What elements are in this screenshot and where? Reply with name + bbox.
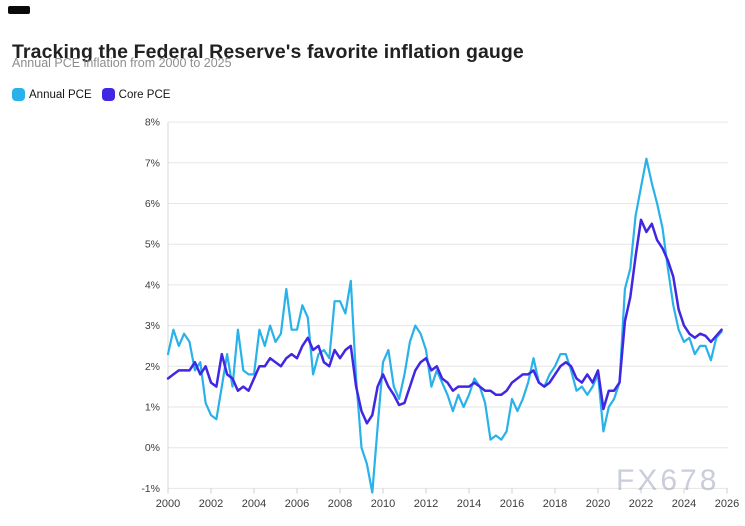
legend-item-annual-pce: Annual PCE xyxy=(12,88,92,101)
x-axis-tick-label: 2012 xyxy=(414,498,438,510)
core-pce-swatch-icon xyxy=(101,88,115,101)
legend-label-core-pce: Core PCE xyxy=(118,88,171,101)
window-dash xyxy=(8,6,30,14)
y-axis-tick-label: 5% xyxy=(145,239,160,251)
x-axis-tick-label: 2008 xyxy=(328,498,352,510)
y-axis-tick-label: 3% xyxy=(145,320,160,332)
x-axis-tick-label: 2010 xyxy=(371,498,395,510)
y-axis-tick-label: 2% xyxy=(145,361,160,373)
x-axis-tick-label: 2022 xyxy=(629,498,653,510)
legend-label-annual-pce: Annual PCE xyxy=(29,88,92,101)
y-axis-tick-label: -1% xyxy=(141,483,160,495)
x-axis-tick-label: 2014 xyxy=(457,498,481,510)
page-subtitle: Annual PCE inflation from 2000 to 2025 xyxy=(12,56,232,70)
x-axis-tick-label: 2026 xyxy=(715,498,739,510)
x-axis-tick-label: 2000 xyxy=(156,498,180,510)
core-pce-line xyxy=(166,218,723,425)
page-title: Tracking the Federal Reserve's favorite … xyxy=(12,41,524,64)
y-axis-tick-label: 6% xyxy=(145,198,160,210)
x-axis-tick-label: 2020 xyxy=(586,498,610,510)
x-axis-tick-label: 2002 xyxy=(199,498,223,510)
y-axis-tick-label: 8% xyxy=(145,117,160,129)
annual-pce-swatch-icon xyxy=(12,88,25,101)
x-axis-tick-label: 2006 xyxy=(285,498,309,510)
x-axis-tick-label: 2024 xyxy=(672,498,696,510)
legend-item-core-pce: Core PCE xyxy=(101,88,171,101)
watermark: FX678 xyxy=(616,464,720,497)
y-axis-tick-label: 1% xyxy=(145,402,160,414)
x-axis-tick-label: 2018 xyxy=(543,498,567,510)
x-axis-tick-label: 2016 xyxy=(500,498,524,510)
x-axis-tick-label: 2004 xyxy=(242,498,266,510)
legend: Annual PCE Core PCE xyxy=(12,88,170,101)
y-axis-tick-label: 0% xyxy=(145,442,160,454)
annual-pce-line xyxy=(166,157,723,494)
y-axis-tick-label: 7% xyxy=(145,157,160,169)
y-axis-tick-label: 4% xyxy=(145,279,160,291)
